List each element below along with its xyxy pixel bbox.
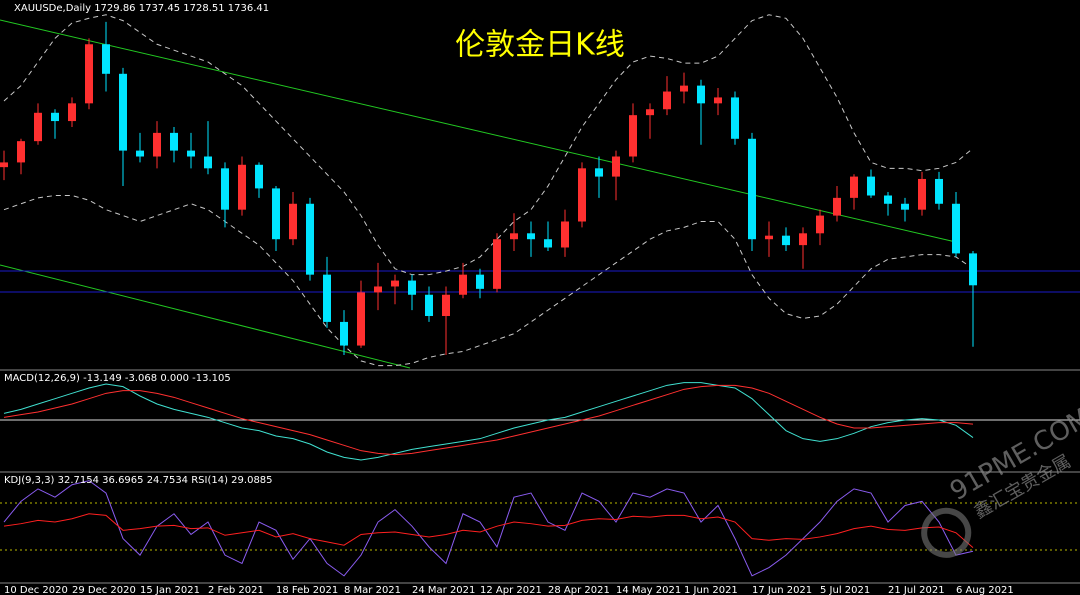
candle-body [544,239,552,248]
candle-body [204,156,212,169]
candle-body [170,132,178,151]
kdj-label: KDJ(9,3,3) 32.7154 36.6965 24.7534 RSI(1… [4,475,273,486]
trend-line [0,264,411,369]
x-tick-label: 24 Mar 2021 [412,585,475,595]
x-tick-label: 10 Dec 2020 [4,585,68,595]
candle-body [612,156,620,177]
candle-body [289,203,297,240]
candle-body [748,138,756,240]
candle-body [255,164,263,189]
candle-body [493,239,501,289]
candle-body [782,235,790,246]
candle-body [918,178,926,210]
x-tick-label: 12 Apr 2021 [480,585,542,595]
candle-body [663,91,671,110]
candle-body [901,203,909,210]
symbol-header: XAUUSDe,Daily 1729.86 1737.45 1728.51 17… [14,3,269,14]
x-tick-label: 14 May 2021 [616,585,681,595]
candle-body [850,176,858,198]
x-tick-label: 6 Aug 2021 [956,585,1014,595]
candle-body [272,188,280,240]
candle-body [459,274,467,295]
x-tick-label: 21 Jul 2021 [888,585,945,595]
candle-body [51,112,59,122]
candle-body [391,280,399,287]
candle-body [119,73,127,151]
candle-body [442,294,450,317]
x-tick-label: 8 Mar 2021 [344,585,401,595]
watermark-logo [921,507,972,558]
candle-body [799,233,807,246]
candle-body [935,178,943,204]
candle-body [714,97,722,104]
x-tick-label: 28 Apr 2021 [548,585,610,595]
macd-line [3,382,974,461]
x-tick-label: 15 Jan 2021 [140,585,200,595]
candle-body [629,115,637,157]
macd-line [3,384,974,456]
kdj-line [3,480,974,577]
candle-body [408,280,416,295]
macd-label: MACD(12,26,9) -13.149 -3.068 0.000 -13.1… [4,373,231,384]
candle-body [374,286,382,293]
candle-body [425,294,433,317]
candle-body [68,103,76,122]
candle-body [0,162,8,168]
candle-body [969,253,977,286]
candle-body [884,195,892,204]
kdj-line [3,513,974,549]
candle-body [561,221,569,248]
candle-body [510,233,518,240]
candle-body [527,233,535,240]
candle-body [816,215,824,234]
candle-body [340,321,348,346]
x-tick-label: 18 Feb 2021 [276,585,338,595]
candle-body [765,235,773,240]
candle-body [578,168,586,222]
candle-body [476,274,484,289]
x-tick-label: 29 Dec 2020 [72,585,136,595]
candle-body [867,176,875,196]
marks: 10 Dec 2020 29 Dec 2020 15 Jan 2021 2 Feb 2… [0,14,1014,595]
candle-body [17,141,25,163]
candle-body [136,150,144,157]
candle-body [952,203,960,254]
candle-body [833,197,841,216]
bollinger-band [3,14,974,276]
x-tick-label: 1 Jun 2021 [684,585,738,595]
candle-body [731,97,739,139]
candle-body [187,150,195,157]
candle-body [34,112,42,142]
candle-body [323,274,331,322]
x-tick-label: 2 Feb 2021 [208,585,264,595]
x-tick-label: 5 Jul 2021 [820,585,870,595]
candle-body [357,292,365,346]
candle-body [697,85,705,104]
candle-body [238,164,246,210]
x-tick-label: 17 Jun 2021 [752,585,812,595]
candle-body [153,132,161,157]
candle-body [102,44,110,74]
candle-body [595,168,603,177]
candle-body [306,203,314,275]
candle-body [680,85,688,92]
chart-title: 伦敦金日K线 [455,28,625,63]
candle-body [221,168,229,210]
trend-line [0,19,961,244]
candle-body [646,109,654,116]
candle-body [85,44,93,104]
